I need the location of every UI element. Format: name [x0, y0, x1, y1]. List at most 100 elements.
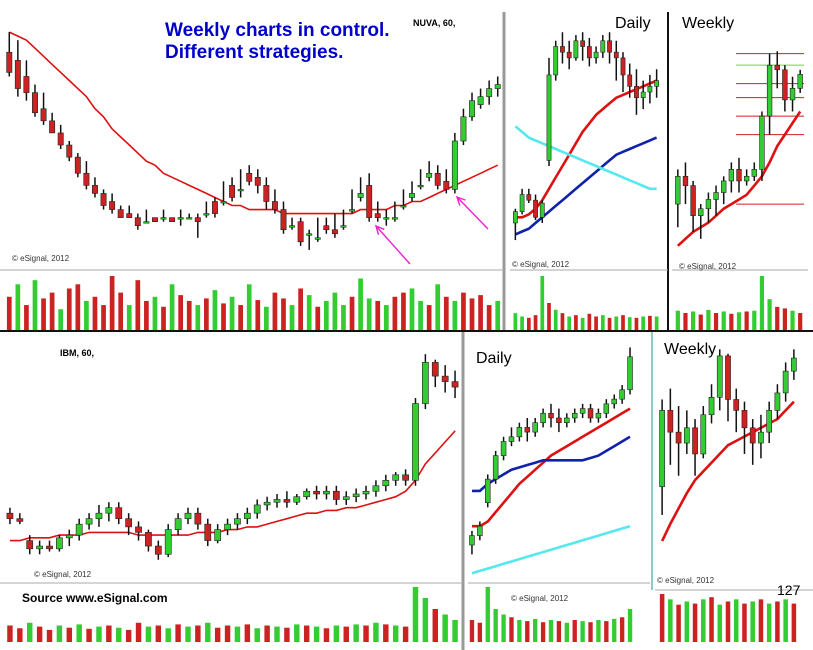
ibm-60-volume-bar — [116, 627, 122, 642]
nuva-daily-volume-bar — [587, 313, 592, 330]
nuva-60-candle-body — [194, 217, 201, 222]
nuva-weekly-candle-body — [690, 185, 696, 216]
ibm-60-candle-body — [451, 381, 459, 388]
ibm-daily-volume-bar — [556, 621, 562, 642]
nuva-60-candle-body — [400, 205, 407, 208]
ibm-60-volume-bar — [294, 624, 300, 642]
nuva-60-candle-body — [74, 156, 81, 174]
nuva-daily-candle-body — [533, 199, 538, 218]
ibm-60-candle-body — [26, 540, 34, 550]
nuva-60-volume-bar — [486, 305, 492, 330]
ibm-daily-ma-cyan-line — [471, 524, 631, 575]
nuva-daily-ma-cyan-line — [514, 125, 657, 191]
ibm-weekly-candle-body — [708, 396, 715, 416]
ibm-daily-candle-body — [469, 535, 475, 546]
ibm-60-candle-body — [412, 403, 419, 481]
nuva-weekly-candle-body — [736, 169, 742, 182]
ibm-60-volume-bar — [46, 629, 53, 642]
copyright-ibm-60: © eSignal, 2012 — [34, 570, 92, 579]
annotation-arrow-second-touch — [456, 196, 489, 230]
ibm-60-volume-bar — [264, 625, 270, 642]
nuva-daily-volume-bar — [600, 315, 605, 330]
ibm-daily-volume-bar — [604, 621, 609, 642]
nuva-60-candle-body — [177, 217, 184, 220]
nuva-weekly-candle-body — [789, 88, 796, 101]
nuva-weekly-volume-bar — [759, 276, 765, 330]
nuva-60-candle-body — [297, 221, 304, 243]
nuva-weekly-volume-bar — [798, 313, 803, 330]
nuva-60-candle-body — [169, 217, 176, 222]
copyright-ibm-daily: © eSignal, 2012 — [511, 594, 569, 603]
ibm-daily-candle-body — [492, 455, 499, 480]
nuva-weekly-volume-bar — [782, 308, 787, 330]
nuva-daily-volume-bar — [567, 316, 572, 330]
ibm-60-volume-bar — [284, 627, 290, 642]
ibm-60-candle-body — [164, 529, 172, 555]
nuva-daily-candle-body — [620, 57, 626, 76]
nuva-60-volume-bar — [375, 300, 381, 330]
nuva-60-candle-body — [229, 185, 236, 198]
nuva-60-volume-bar — [169, 284, 175, 330]
nuva-60-volume-bar — [392, 296, 398, 330]
nuva-60-volume-bar — [135, 280, 141, 330]
ibm-weekly-ma-red-line — [660, 400, 795, 542]
nuva-daily-candle-body — [519, 194, 525, 212]
nuva-weekly-candle-body — [782, 69, 788, 101]
ibm-daily-volume-bar — [469, 620, 475, 642]
ibm-daily-volume-bar — [477, 622, 483, 642]
nuva-daily-volume-bar — [641, 316, 646, 330]
ibm-weekly-volume-bar — [709, 597, 714, 642]
nuva-60-volume-bar — [289, 305, 295, 330]
ibm-60-candle-body — [382, 479, 390, 487]
nuva-daily-candle-body — [613, 51, 619, 59]
nuva-weekly-candle-body — [774, 64, 780, 71]
nuva-60-volume-bar — [349, 296, 355, 330]
nuva-daily-volume-bar — [627, 317, 632, 330]
ibm-60-candle-body — [135, 526, 142, 533]
ibm-60-candle-body — [56, 537, 63, 550]
ibm-60-volume-bar — [224, 625, 231, 642]
ibm-weekly-volume-bar — [676, 604, 681, 642]
nuva-daily-candle-body — [546, 74, 552, 161]
nuva-daily-volume-bar — [574, 315, 578, 330]
nuva-weekly-volume-bar — [790, 310, 795, 330]
nuva-60-volume-bar — [109, 276, 115, 330]
nuva-60-candle-body — [40, 108, 47, 122]
ibm-60-candle-body — [293, 496, 301, 503]
nuva-weekly-volume-bar — [767, 299, 772, 330]
nuva-60-candle-body — [426, 172, 433, 178]
ibm-daily-candle-body — [603, 403, 610, 414]
nuva-60-volume-bar — [341, 305, 346, 330]
nuva-daily-candle-body — [593, 51, 599, 59]
nuva-60-volume-bar — [461, 292, 466, 330]
ibm-weekly-volume-bar — [733, 599, 739, 642]
nuva-60-volume-bar — [418, 300, 423, 330]
nuva-60-volume-bar — [101, 305, 106, 330]
ibm-60-volume-bar — [145, 626, 152, 642]
nuva-daily-ma-blue-line — [514, 136, 658, 236]
ibm-weekly-candle-body — [741, 410, 748, 429]
nuva-daily-volume-bar — [540, 276, 545, 330]
ibm-60-candle-body — [392, 474, 400, 481]
ibm-daily-label: Daily — [476, 350, 512, 367]
nuva-60-candle-body — [134, 217, 141, 226]
nuva-daily-volume-bar — [654, 316, 659, 330]
nuva-weekly-volume-bar — [691, 311, 696, 330]
nuva-daily-volume-bar — [520, 316, 524, 330]
ibm-60-candle-body — [352, 493, 360, 498]
ibm-daily-volume-bar — [627, 609, 633, 642]
nuva-60-candle-body — [409, 193, 415, 198]
nuva-60-candle-body — [246, 172, 253, 182]
nuva-60-candle-body — [49, 120, 56, 134]
nuva-daily-candle-body — [647, 86, 653, 93]
nuva-60-volume-bar — [118, 292, 124, 330]
copyright-nuva-weekly: © eSignal, 2012 — [679, 262, 737, 271]
nuva-daily-candle-body — [586, 46, 592, 59]
ibm-60-volume-bar — [185, 626, 191, 642]
nuva-60-candle-body — [6, 51, 13, 73]
ibm-60-volume-bar — [323, 628, 330, 642]
ibm-60-candle-body — [95, 512, 103, 519]
ibm-60-volume-bar — [106, 625, 112, 642]
nuva-daily-volume-bar — [621, 315, 625, 330]
ibm-60-candle-body — [342, 496, 350, 500]
